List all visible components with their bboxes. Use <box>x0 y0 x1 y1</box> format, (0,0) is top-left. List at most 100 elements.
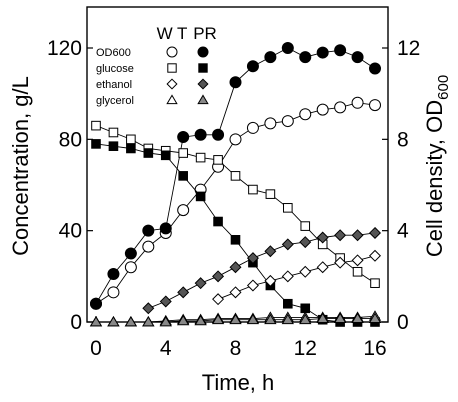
data-point <box>316 312 329 323</box>
y-right-tick-label: 4 <box>397 220 409 243</box>
data-point <box>143 148 154 158</box>
x-tick-label: 16 <box>363 337 386 360</box>
data-point <box>177 204 190 217</box>
data-point <box>177 131 190 144</box>
data-point <box>126 143 136 154</box>
data-point <box>229 76 242 89</box>
data-point <box>281 238 294 251</box>
data-point <box>213 216 223 227</box>
data-point <box>246 279 259 292</box>
legend-marker-pr <box>197 78 209 90</box>
data-point <box>281 115 294 128</box>
x-axis-label: Time, h <box>202 370 275 395</box>
data-point <box>124 247 137 260</box>
data-point <box>369 249 381 262</box>
data-point <box>107 268 120 281</box>
data-point <box>351 254 364 267</box>
data-point <box>91 139 101 149</box>
legend-marker-wt <box>166 78 178 90</box>
data-point <box>246 252 259 265</box>
data-point <box>283 298 293 309</box>
y-right-tick-label: 12 <box>397 37 420 60</box>
data-point <box>369 62 381 75</box>
data-point <box>159 295 172 308</box>
data-point <box>229 286 242 299</box>
y-left-tick-label: 0 <box>70 311 82 334</box>
data-point <box>264 274 277 287</box>
data-point <box>264 245 277 258</box>
data-point <box>299 313 312 325</box>
data-point <box>281 42 294 54</box>
x-tick-label: 4 <box>160 337 172 360</box>
data-point <box>265 189 276 199</box>
legend-column-pr: PR <box>193 24 217 43</box>
data-point <box>159 222 172 235</box>
data-point <box>352 266 363 277</box>
data-point <box>177 314 190 326</box>
data-point <box>351 312 364 323</box>
data-point <box>195 152 206 163</box>
data-point <box>351 96 364 109</box>
data-point <box>107 315 120 327</box>
data-point <box>248 184 258 195</box>
data-point <box>213 155 223 165</box>
data-point <box>246 60 259 73</box>
data-point <box>230 171 241 181</box>
series-line <box>217 255 376 300</box>
data-point <box>142 224 155 237</box>
legend-marker-wt <box>166 94 178 105</box>
data-point <box>89 315 103 327</box>
legend-marker-pr <box>198 63 208 73</box>
data-point <box>90 297 102 310</box>
data-point <box>334 229 347 242</box>
data-point <box>281 270 294 283</box>
legend-label-od600: OD600 <box>96 47 131 59</box>
y-left-tick-label: 120 <box>47 37 82 60</box>
data-point <box>142 315 155 327</box>
series-OD600-wt <box>90 96 381 310</box>
x-tick-label: 0 <box>90 337 102 360</box>
data-point <box>369 99 381 112</box>
data-point <box>370 278 380 288</box>
legend-marker-pr <box>197 94 209 105</box>
data-point <box>108 141 119 151</box>
data-point <box>107 286 120 299</box>
legend-label-glucose: glucose <box>96 63 134 75</box>
y-right-tick-label: 8 <box>397 128 409 151</box>
y-right-tick-label: 0 <box>397 311 409 334</box>
data-point <box>211 313 225 325</box>
series-ethanol-pr <box>142 226 381 315</box>
legend-marker-pr <box>197 46 209 58</box>
data-point <box>194 277 207 290</box>
data-point <box>108 127 119 138</box>
data-point <box>351 51 364 64</box>
data-point <box>333 312 347 323</box>
data-point <box>229 261 242 274</box>
data-point <box>264 313 277 325</box>
data-point <box>299 108 312 121</box>
data-point <box>316 261 329 274</box>
data-point <box>195 191 206 202</box>
x-tick-label: 12 <box>294 337 317 360</box>
legend-column-wt: W T <box>157 24 188 43</box>
x-tick-label: 8 <box>230 337 242 360</box>
data-point <box>229 133 242 146</box>
series-glycerol-pr <box>89 312 382 327</box>
data-point <box>126 134 136 145</box>
data-point <box>334 101 347 114</box>
data-point <box>229 313 242 325</box>
data-point <box>159 315 172 327</box>
data-point <box>212 128 225 141</box>
data-point <box>316 103 329 116</box>
data-point <box>299 51 312 64</box>
data-point <box>160 150 171 161</box>
data-point <box>264 51 277 64</box>
data-point <box>299 265 312 278</box>
data-point <box>300 303 311 314</box>
data-point <box>300 221 311 231</box>
data-point <box>178 148 188 158</box>
y-left-tick-label: 80 <box>59 128 82 151</box>
data-point <box>177 286 190 299</box>
data-point <box>299 236 312 249</box>
